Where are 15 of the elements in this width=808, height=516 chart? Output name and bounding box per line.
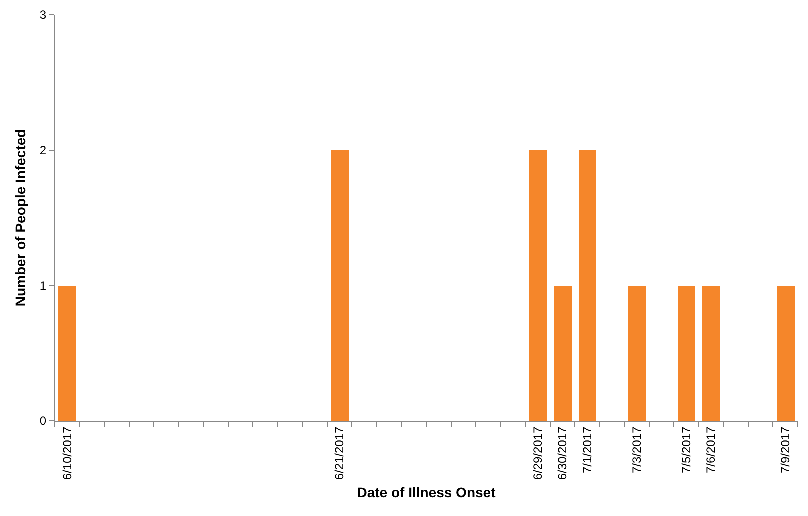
y-tick-label: 1 [40, 278, 47, 293]
x-tick-label: 7/6/2017 [704, 426, 718, 474]
x-tick-label: 7/3/2017 [630, 426, 644, 474]
x-tick-label: 7/9/2017 [778, 426, 793, 474]
y-axis-title: Number of People Infected [12, 129, 29, 307]
x-tick-label: 6/21/2017 [332, 426, 347, 480]
x-tick-label: 6/10/2017 [60, 426, 74, 480]
x-tick-label: 6/29/2017 [530, 426, 545, 480]
x-tick-label: 7/5/2017 [679, 426, 694, 474]
y-tick-label: 3 [40, 8, 47, 22]
x-tick-label: 7/1/2017 [580, 426, 594, 474]
y-tick-label: 2 [40, 144, 47, 158]
x-tick-label: 6/30/2017 [556, 426, 570, 480]
x-axis-title: Date of Illness Onset [357, 484, 496, 500]
y-tick-label: 0 [40, 414, 47, 428]
